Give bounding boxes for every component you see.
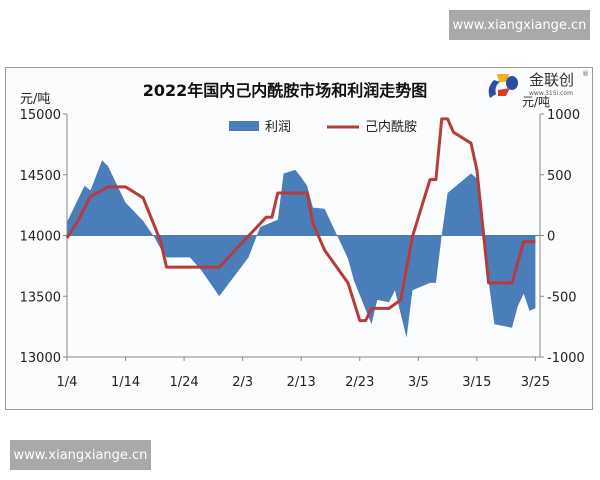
- y-left-tick-label: 14500: [20, 169, 61, 184]
- chart-title: 2022年国内己内酰胺市场和利润走势图: [143, 81, 428, 100]
- y-left-tick-label: 14000: [20, 230, 61, 245]
- y-left-tick-label: 13500: [20, 290, 61, 305]
- x-tick-label: 2/3: [232, 375, 253, 390]
- y-right-tick-label: 1000: [547, 108, 580, 123]
- logo-mark-blue: [506, 76, 518, 90]
- x-tick-label: 2/13: [287, 375, 316, 390]
- y-right-tick-label: -500: [547, 290, 577, 305]
- legend: 利润 己内酰胺: [229, 119, 417, 135]
- x-tick-label: 2/23: [345, 375, 374, 390]
- watermark-bottom: www.xiangxiange.cn: [10, 440, 151, 470]
- x-tick-label: 3/25: [521, 375, 550, 390]
- logo-mark-red: [498, 88, 510, 96]
- logo-mark-icon: [488, 80, 500, 98]
- profit-area: [67, 160, 536, 338]
- y-right-tick-label: 0: [547, 230, 555, 245]
- y-right-tick-label: 500: [547, 169, 572, 184]
- legend-swatch-profit: [229, 121, 259, 131]
- logo-name: 金联创: [529, 71, 574, 89]
- logo-mark-yellow: [497, 74, 509, 82]
- logo-url: www.315i.com: [529, 90, 573, 97]
- x-tick-label: 1/4: [57, 375, 78, 390]
- x-tick-label: 1/14: [111, 375, 140, 390]
- x-tick-label: 3/15: [462, 375, 491, 390]
- logo-registered: ®: [582, 70, 589, 78]
- y-right-label: 元/吨: [522, 95, 550, 109]
- y-left-tick-label: 13000: [20, 351, 61, 366]
- y-left-label: 元/吨: [20, 92, 50, 107]
- legend-label-profit: 利润: [265, 120, 291, 135]
- y-right-tick-label: -1000: [547, 351, 585, 366]
- x-tick-label: 3/5: [408, 375, 429, 390]
- y-left-tick-label: 15000: [20, 108, 61, 123]
- legend-label-price: 己内酰胺: [365, 119, 417, 135]
- logo: 金联创 www.315i.com ®: [488, 70, 589, 98]
- watermark-top: www.xiangxiange.cn: [449, 10, 590, 40]
- x-tick-label: 1/24: [169, 375, 198, 390]
